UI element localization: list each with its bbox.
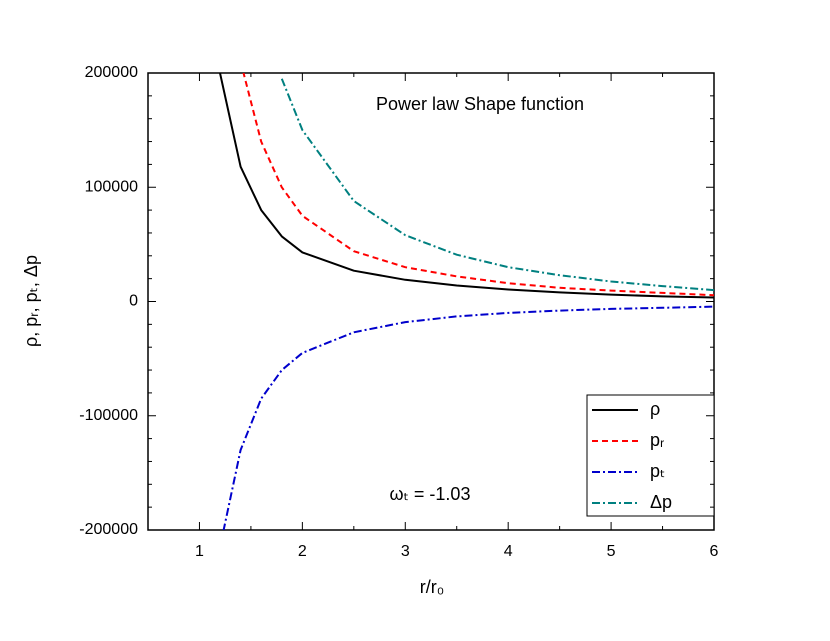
annotation: ωₜ = -1.03 [390,484,471,504]
y-tick-label: 100000 [85,178,138,195]
x-tick-label: 3 [401,543,410,560]
legend-box [586,394,715,517]
y-tick-label: 200000 [85,64,138,81]
series-line [219,73,714,299]
y-axis-label: ρ, pᵣ, pₜ, Δp [21,255,41,347]
series-line [242,73,714,297]
legend-label: ρ [650,399,660,419]
x-tick-label: 4 [504,543,513,560]
x-tick-label: 2 [298,543,307,560]
x-tick-label: 6 [710,543,719,560]
series-line [222,305,714,530]
series-line [280,78,714,292]
legend-label: pₜ [650,461,665,481]
chart-title: Power law Shape function [376,94,584,114]
y-tick-label: -200000 [79,521,138,538]
y-tick-label: -100000 [79,407,138,424]
plot-area [219,73,714,530]
x-tick-label: 1 [195,543,204,560]
y-tick-label: 0 [129,293,138,310]
x-axis-label: r/r₀ [420,577,444,597]
legend-label: pᵣ [650,430,664,450]
x-tick-label: 5 [607,543,616,560]
legend-label: Δp [650,492,672,512]
